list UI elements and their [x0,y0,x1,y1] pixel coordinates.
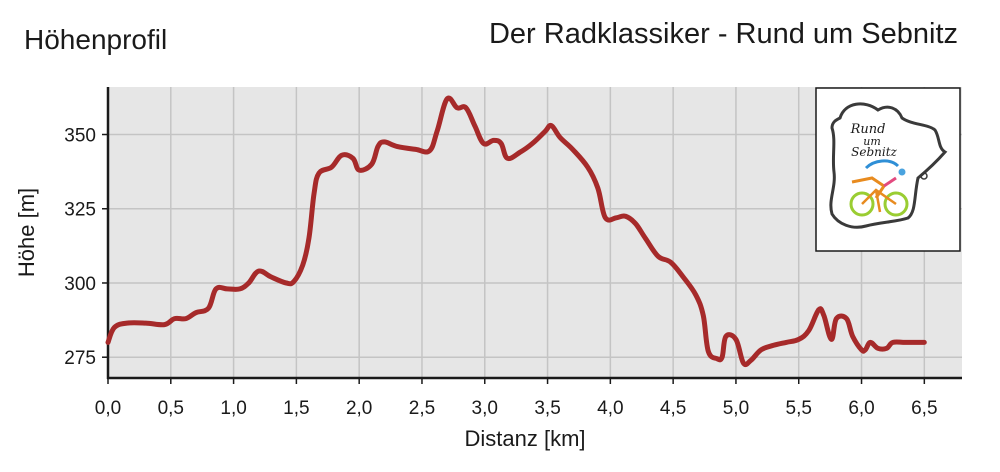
page-title: Höhenprofil [24,24,168,55]
logo-dot-icon [920,172,928,180]
logo-arc-blue [864,159,900,170]
x-tick-label: 2,0 [346,398,372,419]
grid [108,87,962,378]
cyclist-head-icon [898,168,906,176]
x-tick-label: 6,0 [848,398,874,419]
logo-map-outline [829,102,948,229]
x-tick-label: 2,5 [409,398,435,419]
axes [106,87,962,380]
x-tick-label: 3,0 [472,398,498,419]
x-tick-label: 4,0 [597,398,623,419]
logo-text-line-3: Sebnitz [851,145,897,159]
y-tick-label: 350 [64,126,96,147]
y-tick-label: 300 [64,274,96,295]
bike-wheel-back-icon [849,191,875,217]
x-axis-ticks: 0,0 0,5 1,0 1,5 2,0 2,5 3,0 3,5 4,0 4,5 5,0 5,5 6,0 6… [95,378,938,419]
elevation-line [105,95,927,368]
x-tick-label: 4,5 [660,398,686,419]
bike-wheel-front-icon [883,191,909,217]
y-tick-label: 325 [64,200,96,221]
y-tick-label: 275 [64,348,96,369]
x-tick-label: 5,0 [723,398,749,419]
cyclist-arm-icon [883,176,897,188]
x-tick-label: 1,0 [220,398,246,419]
rund-um-sebnitz-logo: Rund um Sebnitz [815,87,961,252]
x-tick-label: 0,0 [95,398,121,419]
x-tick-label: 3,5 [534,398,560,419]
x-tick-label: 1,5 [283,398,309,419]
y-axis-ticks: 275 300 325 350 [64,126,108,369]
x-tick-label: 5,5 [786,398,812,419]
x-tick-label: 6,5 [911,398,937,419]
x-axis-label: Distanz [km] [464,426,585,451]
chart-title: Der Radklassiker - Rund um Sebnitz [488,18,958,50]
bike-frame-icon [861,188,897,213]
logo-frame [815,87,961,252]
x-tick-label: 0,5 [158,398,184,419]
y-axis-label: Höhe [m] [14,188,39,277]
logo-text-line-1: Rund [850,122,886,137]
logo-text-line-2: um [863,135,881,148]
